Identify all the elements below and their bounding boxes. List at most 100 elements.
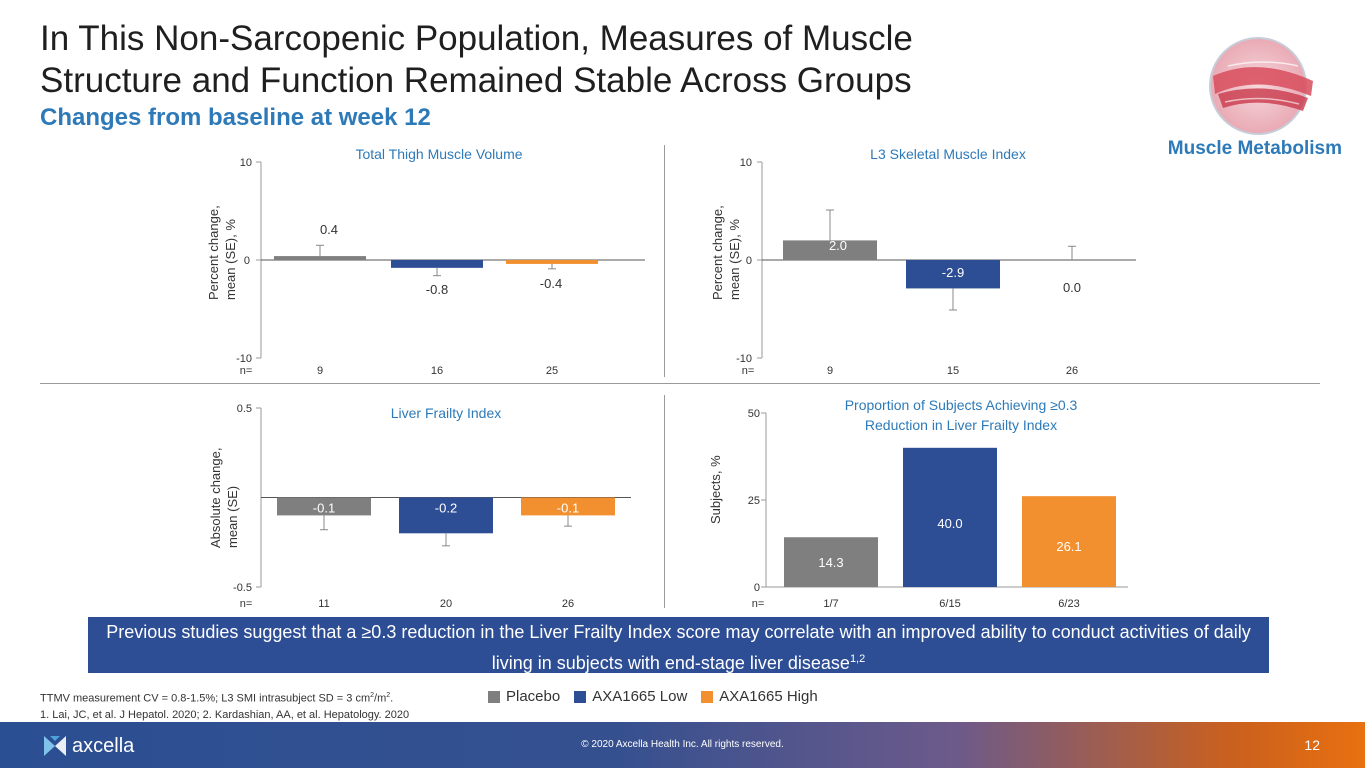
bar-axa1665-low xyxy=(391,260,483,268)
chart-title-line1: Proportion of Subjects Achieving ≥0.3 xyxy=(845,397,1078,413)
n-label: 25 xyxy=(546,365,558,377)
y-tick-label-top: 10 xyxy=(740,157,752,169)
y-tick-label-bottom: -10 xyxy=(736,353,752,365)
y-axis-label-line1: Subjects, % xyxy=(708,455,723,524)
bar-axa1665-low xyxy=(903,447,997,587)
bars: -0.1 11 -0.2 20 -0.1 26 xyxy=(277,497,615,610)
horizontal-divider xyxy=(40,383,1320,384)
copyright: © 2020 Axcella Health Inc. All rights re… xyxy=(581,739,784,750)
vertical-divider-top xyxy=(664,145,665,377)
y-tick-label-bottom: -0.5 xyxy=(233,582,252,594)
legend-item-placebo: Placebo xyxy=(488,688,560,705)
liver-frailty-chart: Liver Frailty Index Absolute change, mea… xyxy=(208,403,631,610)
page-number: 12 xyxy=(1304,737,1320,753)
bar-placebo xyxy=(784,537,878,587)
n-prefix: n= xyxy=(240,598,253,610)
bar-placebo xyxy=(277,497,371,516)
n-label: 6/15 xyxy=(939,598,960,610)
footer-bar: axcella © 2020 Axcella Health Inc. All r… xyxy=(0,722,1365,768)
callout-box: Previous studies suggest that a ≥0.3 red… xyxy=(88,617,1269,673)
y-tick-label-top: 0.5 xyxy=(237,403,252,415)
company-name: axcella xyxy=(72,734,135,757)
y-axis-label: Subjects, % xyxy=(708,455,723,524)
legend: Placebo AXA1665 Low AXA1665 High xyxy=(488,688,832,705)
axcella-logo-icon xyxy=(44,736,66,756)
company-logo: axcella xyxy=(42,734,134,758)
legend-item-high: AXA1665 High xyxy=(701,688,818,705)
vertical-divider-bottom xyxy=(664,395,665,608)
n-label: 9 xyxy=(317,365,323,377)
n-label: 26 xyxy=(562,598,574,610)
bar-axa1665-high xyxy=(506,260,598,264)
y-axis-label-line1: Percent change, xyxy=(710,205,725,300)
bar-placebo xyxy=(274,256,366,260)
n-label: 15 xyxy=(947,365,959,377)
n-label: 16 xyxy=(431,365,443,377)
y-axis-label-line2: mean (SE) xyxy=(225,486,240,548)
bar-axa1665-low xyxy=(399,497,493,534)
legend-swatch xyxy=(574,690,587,703)
y-axis-label: Absolute change, mean (SE) xyxy=(208,448,240,548)
data-label: -0.1 xyxy=(557,501,579,516)
bar-axa1665-low xyxy=(906,260,1000,289)
y-axis-label-line2: mean (SE), % xyxy=(223,219,238,300)
footnote-text: . xyxy=(390,692,394,705)
n-label: 6/23 xyxy=(1058,598,1079,610)
data-label: 0.4 xyxy=(320,222,338,237)
callout-text: Previous studies suggest that a ≥0.3 red… xyxy=(106,622,1251,673)
slide-subtitle: Changes from baseline at week 12 xyxy=(40,104,431,131)
footnote-text: /m xyxy=(374,692,387,705)
n-label: 1/7 xyxy=(823,598,838,610)
footnote-sup: 2 xyxy=(386,692,391,699)
y-axis-label: Percent change, mean (SE), % xyxy=(710,205,742,300)
n-label: 26 xyxy=(1066,365,1078,377)
y-tick-label-zero: 0 xyxy=(244,255,250,267)
n-label: 9 xyxy=(827,365,833,377)
callout-reference: 1,2 xyxy=(849,653,866,665)
section-label: Muscle Metabolism xyxy=(1167,138,1342,159)
footnote-references: 1. Lai, JC, et al. J Hepatol. 2020; 2. K… xyxy=(40,708,410,721)
footnote-measurement: TTMV measurement CV = 0.8-1.5%; L3 SMI i… xyxy=(40,688,409,707)
chart-title: Total Thigh Muscle Volume xyxy=(355,146,522,162)
legend-swatch xyxy=(701,690,714,703)
footnote-sup: 2 xyxy=(370,692,375,699)
bar-axa1665-high xyxy=(521,497,615,516)
y-tick-label-top: 10 xyxy=(240,157,252,169)
responder-proportion-chart: Proportion of Subjects Achieving ≥0.3 Re… xyxy=(708,397,1128,610)
n-prefix: n= xyxy=(240,365,253,377)
data-label: 40.0 xyxy=(937,516,962,531)
data-label: -0.8 xyxy=(426,282,448,297)
thigh-volume-chart: Total Thigh Muscle Volume Percent change… xyxy=(206,146,645,377)
footnotes: TTMV measurement CV = 0.8-1.5%; L3 SMI i… xyxy=(40,688,409,723)
l3-smi-chart: L3 Skeletal Muscle Index Percent change,… xyxy=(710,146,1136,377)
y-axis-label-line1: Percent change, xyxy=(206,205,221,300)
chart-title: Liver Frailty Index xyxy=(391,405,501,421)
data-label: 2.0 xyxy=(829,238,847,253)
muscle-fiber-icon xyxy=(1209,37,1313,135)
bars: 0.4 9 -0.8 16 -0.4 25 xyxy=(274,222,598,377)
legend-swatch xyxy=(488,690,500,703)
bars: 14.3 1/7 40.0 6/15 26.1 6/23 xyxy=(784,447,1116,610)
data-label: -0.1 xyxy=(313,501,335,516)
data-label: 14.3 xyxy=(818,555,843,570)
data-label: -0.2 xyxy=(435,501,457,516)
slide-title: In This Non-Sarcopenic Population, Measu… xyxy=(40,19,913,100)
legend-label: AXA1665 High xyxy=(719,688,818,705)
chart-title: L3 Skeletal Muscle Index xyxy=(870,146,1026,162)
data-label: -0.4 xyxy=(540,276,562,291)
y-tick-label-top: 50 xyxy=(748,408,760,420)
y-axis-label: Percent change, mean (SE), % xyxy=(206,205,238,300)
data-label: 0.0 xyxy=(1063,280,1081,295)
n-prefix: n= xyxy=(742,365,755,377)
y-axis-label-line1: Absolute change, xyxy=(208,448,223,548)
y-tick-label-zero: 0 xyxy=(746,255,752,267)
bar-axa1665-high xyxy=(1022,496,1116,587)
n-label: 20 xyxy=(440,598,452,610)
legend-item-low: AXA1665 Low xyxy=(574,688,687,705)
n-label: 11 xyxy=(318,598,329,610)
bars: 2.0 9 -2.9 15 0.0 26 xyxy=(783,209,1081,377)
footnote-text: TTMV measurement CV = 0.8-1.5%; L3 SMI i… xyxy=(40,692,371,705)
y-tick-label-bottom: 0 xyxy=(754,582,760,594)
y-tick-label-mid: 25 xyxy=(748,495,760,507)
y-axis-label-line2: mean (SE), % xyxy=(727,219,742,300)
